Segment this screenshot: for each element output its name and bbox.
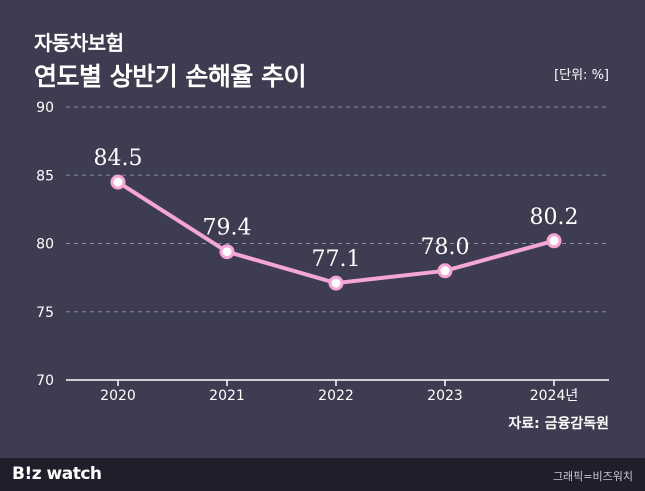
data-label: 80.2	[530, 205, 579, 230]
data-point	[437, 263, 453, 279]
graphic-credit: 그래픽=비즈워치	[552, 470, 633, 483]
bizwatch-logo: B!z watch	[12, 464, 102, 484]
footer-bar: B!z watch 그래픽=비즈워치	[0, 458, 645, 491]
data-label: 78.0	[421, 235, 470, 260]
x-tick-label: 2020	[100, 388, 136, 404]
x-tick-label: 2022	[318, 388, 354, 404]
data-point	[546, 233, 562, 249]
source-note: 자료: 금융감독원	[508, 416, 609, 432]
data-point	[328, 275, 344, 291]
y-tick-label: 75	[36, 305, 54, 321]
x-tick-label: 2023	[427, 388, 463, 404]
data-label: 79.4	[203, 216, 252, 241]
line-chart: 70 75 80 85 90 2020 2021 2022 2023 2024년 84.5 79.4 7…	[36, 100, 609, 404]
x-tick-label: 2021	[209, 388, 245, 404]
data-label: 77.1	[312, 247, 361, 272]
data-label: 84.5	[94, 146, 143, 171]
chart-title: 연도별 상반기 손해율 추이	[34, 62, 307, 91]
unit-label: [단위: %]	[554, 68, 609, 83]
y-tick-label: 70	[36, 373, 54, 389]
data-point	[219, 244, 235, 260]
y-tick-label: 90	[36, 100, 54, 116]
x-tick-label: 2024년	[530, 388, 579, 404]
y-tick-label: 85	[36, 168, 54, 184]
y-tick-label: 80	[36, 237, 54, 253]
chart-subtitle: 자동차보험	[34, 31, 124, 55]
data-point	[110, 174, 126, 190]
